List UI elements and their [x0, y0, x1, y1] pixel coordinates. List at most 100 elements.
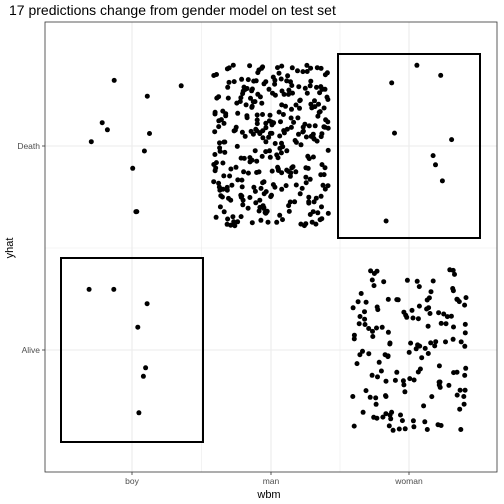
point-woman-alive	[413, 346, 419, 352]
point-man-death	[280, 217, 285, 223]
point-man-death	[275, 65, 280, 71]
point-woman-alive	[452, 271, 457, 277]
point-woman-alive	[354, 361, 360, 367]
point-man-death	[242, 133, 248, 139]
point-boy-alive	[135, 324, 141, 330]
point-man-death	[275, 155, 281, 161]
point-man-death	[295, 115, 301, 121]
point-man-death	[319, 162, 325, 168]
point-woman-alive	[447, 267, 453, 273]
point-man-death	[266, 134, 272, 140]
point-man-death	[213, 214, 219, 220]
point-woman-alive	[417, 343, 423, 349]
point-man-death	[254, 170, 260, 175]
point-man-death	[269, 192, 274, 198]
point-man-death	[225, 216, 231, 222]
point-man-death	[226, 79, 232, 85]
point-man-death	[325, 183, 331, 189]
point-man-death	[297, 105, 302, 111]
point-man-death	[234, 143, 240, 149]
point-woman-alive	[454, 369, 460, 375]
point-man-death	[325, 125, 331, 131]
point-woman-alive	[438, 423, 444, 428]
point-woman-alive	[458, 427, 464, 432]
point-woman-alive	[350, 305, 356, 311]
point-woman-alive	[425, 323, 431, 329]
point-man-death	[228, 166, 234, 172]
point-woman-alive	[444, 314, 450, 320]
point-man-death	[280, 112, 286, 117]
point-man-death	[217, 204, 223, 210]
point-woman-alive	[462, 302, 468, 308]
point-man-death	[314, 65, 320, 71]
point-woman-alive	[373, 401, 379, 407]
point-man-death	[216, 180, 222, 186]
point-boy-alive	[143, 365, 149, 371]
point-woman-alive	[461, 394, 467, 399]
point-woman-alive	[433, 339, 439, 345]
point-man-death	[216, 124, 222, 130]
point-woman-alive	[406, 349, 412, 355]
point-man-death	[315, 210, 321, 216]
point-man-death	[220, 108, 226, 114]
point-man-death	[291, 119, 297, 125]
point-man-death	[286, 203, 292, 209]
point-boy-death	[141, 148, 147, 154]
point-woman-alive	[415, 369, 421, 375]
point-woman-death	[430, 153, 436, 159]
point-man-death	[259, 100, 265, 106]
point-man-death	[302, 121, 308, 127]
point-man-death	[235, 110, 241, 116]
point-man-death	[322, 186, 328, 192]
point-man-death	[296, 84, 302, 90]
point-man-death	[224, 221, 230, 227]
point-man-death	[304, 90, 310, 96]
point-man-death	[306, 194, 312, 200]
point-man-death	[314, 84, 319, 90]
point-woman-alive	[438, 320, 444, 326]
point-man-death	[247, 159, 253, 165]
point-man-death	[288, 124, 294, 130]
point-man-death	[212, 129, 218, 135]
point-man-death	[266, 86, 272, 92]
point-woman-alive	[387, 412, 393, 418]
point-man-death	[254, 117, 260, 123]
point-man-death	[303, 165, 309, 171]
point-woman-death	[438, 72, 444, 78]
highlight-box-boy-alive	[60, 257, 204, 443]
point-woman-death	[433, 162, 438, 168]
point-woman-alive	[370, 334, 376, 339]
point-woman-alive	[350, 394, 356, 399]
point-boy-death	[88, 139, 94, 145]
point-man-death	[307, 176, 313, 182]
point-man-death	[303, 180, 309, 186]
point-man-death	[221, 120, 227, 126]
point-woman-alive	[450, 336, 456, 342]
point-woman-alive	[441, 311, 447, 317]
point-man-death	[247, 63, 253, 69]
point-man-death	[325, 210, 331, 216]
plot-panel: boy man woman Alive Death	[17, 21, 498, 486]
point-boy-death	[99, 120, 105, 126]
point-woman-alive	[411, 377, 417, 383]
point-woman-alive	[371, 414, 377, 420]
point-man-death	[321, 124, 327, 130]
point-man-death	[307, 212, 313, 217]
point-woman-alive	[394, 297, 400, 303]
point-woman-alive	[443, 339, 448, 345]
point-man-death	[238, 155, 244, 161]
point-man-death	[216, 94, 222, 100]
point-man-death	[300, 128, 306, 134]
point-woman-alive	[432, 343, 438, 349]
point-woman-alive	[437, 379, 443, 385]
point-woman-alive	[402, 389, 408, 395]
point-man-death	[245, 205, 251, 211]
point-man-death	[229, 182, 235, 188]
point-woman-alive	[357, 352, 363, 358]
point-man-death	[269, 130, 275, 136]
point-woman-alive	[374, 268, 380, 274]
point-man-death	[239, 184, 245, 190]
point-man-death	[296, 131, 301, 137]
point-man-death	[218, 193, 224, 199]
point-man-death	[222, 149, 228, 155]
